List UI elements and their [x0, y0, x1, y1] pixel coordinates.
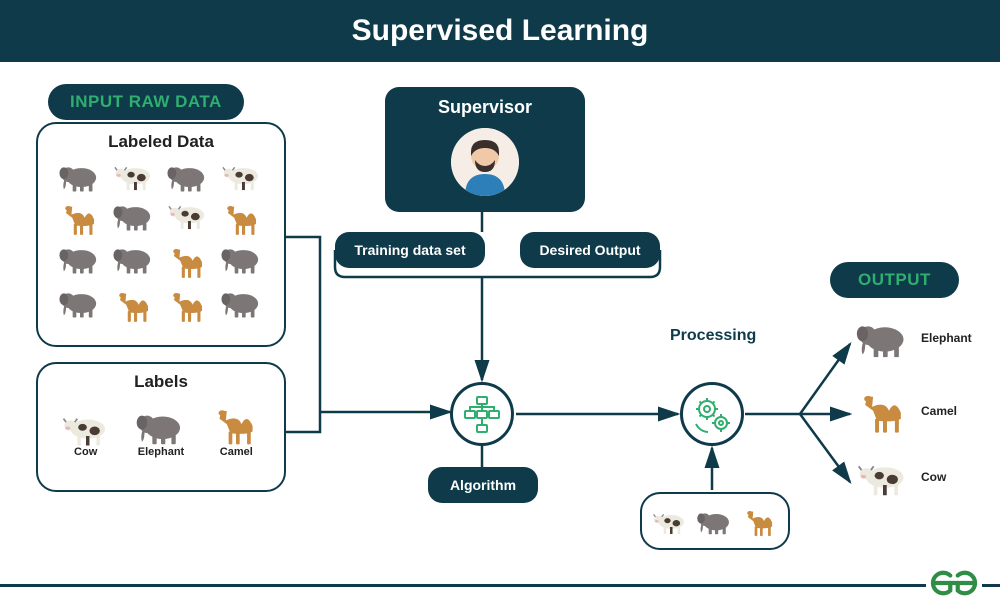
algorithm-chip: Algorithm	[428, 467, 538, 503]
flowchart-icon	[462, 394, 502, 434]
camel-icon	[220, 199, 264, 236]
training-chip: Training data set	[335, 232, 485, 268]
camel-icon	[112, 286, 156, 323]
supervisor-card: Supervisor	[385, 87, 585, 212]
algorithm-icon	[450, 382, 514, 446]
labels-box: Labels Cow Elephant Camel	[36, 362, 286, 492]
elephant-icon	[58, 160, 102, 193]
page-title: Supervised Learning	[0, 0, 1000, 62]
gfg-logo	[926, 565, 982, 601]
camel-icon	[166, 242, 210, 279]
test-input-box	[640, 492, 790, 550]
supervisor-avatar	[451, 128, 519, 196]
labels-title: Labels	[38, 372, 284, 392]
labeled-data-box: Labeled Data	[36, 122, 286, 347]
test-elephant-icon	[696, 507, 734, 536]
cow-icon	[220, 160, 264, 193]
elephant-icon	[220, 242, 264, 279]
label-cow: Cow	[60, 410, 112, 458]
elephant-icon	[58, 242, 102, 279]
output-badge-text: OUTPUT	[858, 270, 931, 289]
test-input-row	[642, 494, 788, 548]
test-camel-icon	[741, 505, 779, 537]
labeled-data-title: Labeled Data	[38, 132, 284, 152]
elephant-icon	[112, 242, 156, 279]
gears-icon	[690, 392, 734, 436]
output-cow: Cow	[855, 457, 946, 496]
labeled-data-grid	[38, 152, 284, 331]
processing-label-text: Processing	[670, 327, 756, 344]
training-chip-label: Training data set	[354, 242, 465, 258]
output-elephant: Elephant	[855, 317, 972, 359]
processing-label: Processing	[670, 327, 756, 345]
elephant-icon	[220, 286, 264, 323]
label-camel: Camel	[210, 402, 262, 458]
camel-icon	[58, 199, 102, 236]
input-badge-text: INPUT RAW DATA	[70, 92, 222, 111]
elephant-icon	[112, 199, 156, 236]
output-camel: Camel	[855, 387, 957, 435]
output-badge: OUTPUT	[830, 262, 959, 298]
cow-icon	[112, 160, 156, 193]
desired-chip: Desired Output	[520, 232, 660, 268]
elephant-icon	[58, 286, 102, 323]
processing-icon	[680, 382, 744, 446]
test-cow-icon	[651, 508, 689, 535]
label-elephant: Elephant	[135, 407, 187, 458]
desired-chip-label: Desired Output	[539, 242, 640, 258]
algorithm-chip-label: Algorithm	[450, 477, 516, 493]
elephant-icon	[166, 160, 210, 193]
person-icon	[451, 128, 519, 196]
cow-icon	[166, 199, 210, 236]
supervisor-title: Supervisor	[385, 97, 585, 118]
diagram-canvas: INPUT RAW DATA Labeled Data Labels Cow El…	[0, 62, 1000, 607]
input-badge: INPUT RAW DATA	[48, 84, 244, 120]
labels-row: Cow Elephant Camel	[38, 392, 284, 468]
camel-icon	[166, 286, 210, 323]
footer-divider	[0, 584, 1000, 587]
